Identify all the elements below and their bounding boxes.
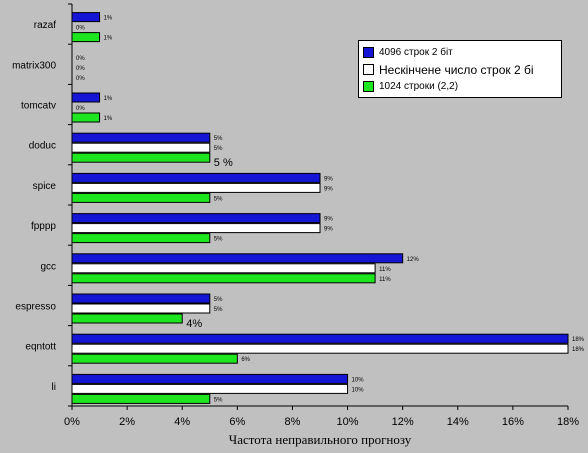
category-label: espresso xyxy=(15,302,56,313)
data-label: 9% xyxy=(324,186,333,192)
x-tick-label: 10% xyxy=(337,416,359,428)
data-label: 9% xyxy=(324,227,333,233)
x-tick-label: 14% xyxy=(447,416,469,428)
bar-2 xyxy=(71,223,321,234)
legend-swatch-1 xyxy=(363,47,374,58)
x-tick-label: 4% xyxy=(174,416,190,428)
category-label: li xyxy=(52,382,56,393)
data-label: 1% xyxy=(104,36,113,42)
bar-3 xyxy=(71,313,183,324)
bar-1 xyxy=(71,293,211,304)
x-tick-label: 0% xyxy=(64,416,80,428)
legend-swatch-2 xyxy=(363,64,374,75)
data-label: 4% xyxy=(186,318,202,330)
bar-3 xyxy=(71,152,211,163)
bar-2 xyxy=(71,383,349,394)
bar-1 xyxy=(71,253,404,264)
data-label: 12% xyxy=(407,257,420,263)
legend-item-2: Нескінчене число строк 2 бі xyxy=(363,61,557,78)
legend: 4096 строк 2 біт Нескінчене число строк … xyxy=(358,40,562,98)
bar-2 xyxy=(71,343,569,354)
data-label: 5% xyxy=(214,196,223,202)
bar-1 xyxy=(71,12,101,23)
data-label: 1% xyxy=(104,116,113,122)
data-label: 11% xyxy=(379,267,391,273)
bar-1 xyxy=(71,373,349,384)
data-label: 18% xyxy=(572,347,585,353)
x-tick-label: 2% xyxy=(119,416,135,428)
bar-1 xyxy=(71,333,569,344)
data-label: 0% xyxy=(76,76,85,82)
category-label: gcc xyxy=(40,261,56,272)
bar-3 xyxy=(71,32,101,43)
bar-3 xyxy=(71,273,376,284)
data-label: 5% xyxy=(214,237,223,243)
bar-2 xyxy=(71,263,376,274)
legend-item-3: 1024 строки (2,2) xyxy=(363,78,557,95)
category-label: fpppp xyxy=(31,221,56,232)
bar-2 xyxy=(71,142,211,153)
bar-3 xyxy=(71,192,211,203)
bar-3 xyxy=(71,393,211,404)
data-label: 0% xyxy=(76,106,85,112)
x-tick-label: 16% xyxy=(502,416,524,428)
data-label: 10% xyxy=(352,387,365,393)
bar-1 xyxy=(71,92,101,103)
category-label: spice xyxy=(33,181,57,192)
bar-1 xyxy=(71,213,321,224)
data-label: 18% xyxy=(572,337,585,343)
data-label: 5 % xyxy=(214,157,233,169)
bar-2 xyxy=(71,303,211,314)
bar-1 xyxy=(71,172,321,183)
x-tick-label: 8% xyxy=(284,416,300,428)
x-tick-label: 6% xyxy=(229,416,245,428)
data-label: 5% xyxy=(214,146,223,152)
legend-label-3: 1024 строки (2,2) xyxy=(379,81,459,92)
data-label: 5% xyxy=(214,397,223,403)
data-label: 1% xyxy=(104,16,113,22)
data-label: 5% xyxy=(214,307,223,313)
data-label: 0% xyxy=(76,56,85,62)
data-label: 0% xyxy=(76,66,85,72)
legend-label-1: 4096 строк 2 біт xyxy=(379,47,453,58)
category-label: razaf xyxy=(34,20,56,31)
data-label: 10% xyxy=(352,377,365,383)
data-label: 11% xyxy=(379,277,391,283)
bar-3 xyxy=(71,112,101,123)
bar-2 xyxy=(71,182,321,193)
legend-label-2: Нескінчене число строк 2 бі xyxy=(379,62,534,77)
bar-3 xyxy=(71,353,238,364)
data-label: 9% xyxy=(324,176,333,182)
category-label: tomcatv xyxy=(21,101,56,112)
x-tick-label: 18% xyxy=(557,416,579,428)
bar-1 xyxy=(71,132,211,143)
data-label: 5% xyxy=(214,136,223,142)
data-label: 6% xyxy=(241,357,250,363)
data-label: 9% xyxy=(324,217,333,223)
category-label: doduc xyxy=(29,141,56,152)
legend-item-1: 4096 строк 2 біт xyxy=(363,44,557,61)
x-tick-label: 12% xyxy=(392,416,414,428)
category-label: matrix300 xyxy=(12,60,56,71)
x-axis-title: Частота неправильного прогнозу xyxy=(229,432,412,447)
legend-swatch-3 xyxy=(363,81,374,92)
category-label: eqntott xyxy=(25,342,56,353)
data-label: 1% xyxy=(104,96,113,102)
data-label: 5% xyxy=(214,297,223,303)
bar-3 xyxy=(71,233,211,244)
data-label: 0% xyxy=(76,26,85,32)
